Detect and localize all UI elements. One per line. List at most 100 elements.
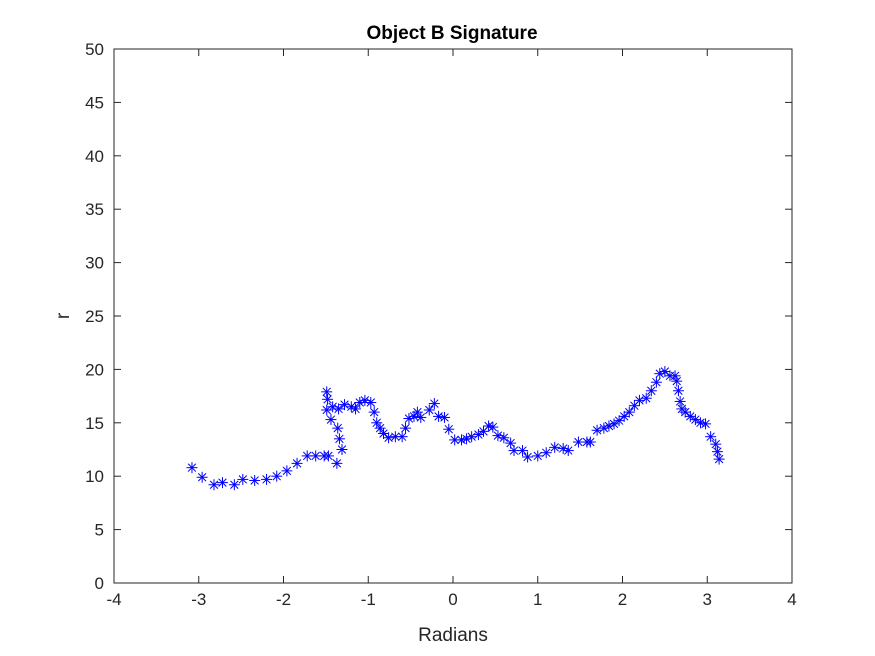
y-tick-label: 5 [95, 521, 104, 540]
data-point [331, 457, 343, 469]
data-point [228, 479, 240, 491]
data-point [383, 432, 395, 444]
y-tick-label: 50 [85, 40, 104, 59]
data-point [659, 366, 671, 378]
data-point [618, 410, 630, 422]
data-point [466, 431, 478, 443]
y-tick-label: 45 [85, 93, 104, 112]
data-point [261, 473, 273, 485]
data-point [562, 445, 574, 457]
data-point [679, 406, 691, 418]
data-point [354, 397, 366, 409]
chart-title: Object B Signature [366, 23, 537, 44]
x-tick-label: 1 [533, 590, 542, 609]
data-point [321, 404, 333, 416]
data-point [321, 386, 333, 398]
data-point [396, 431, 408, 443]
data-point [613, 415, 625, 427]
y-tick-label: 25 [85, 307, 104, 326]
data-point [400, 422, 412, 434]
x-tick-label: 2 [618, 590, 627, 609]
y-tick-label: 10 [85, 467, 104, 486]
data-point [333, 433, 345, 445]
data-point [710, 438, 722, 450]
data-point [411, 406, 423, 418]
data-point [623, 406, 635, 418]
x-tick-label: 3 [703, 590, 712, 609]
data-point [389, 431, 401, 443]
data-point [237, 473, 249, 485]
x-tick-label: -4 [106, 590, 121, 609]
data-point [333, 403, 345, 415]
data-point [249, 474, 261, 486]
y-tick-label: 35 [85, 200, 104, 219]
data-point [291, 457, 303, 469]
data-point [350, 403, 362, 415]
data-point [365, 397, 377, 409]
x-tick-label: 4 [787, 590, 796, 609]
y-tick-label: 40 [85, 147, 104, 166]
data-point [216, 477, 228, 489]
x-axis-label: Radians [418, 625, 488, 646]
data-point [487, 421, 499, 433]
data-point [455, 434, 467, 446]
data-point [403, 413, 415, 425]
data-point [671, 375, 683, 387]
plot-area: -4 -3 -2 -1 0 1 2 3 4 0 5 10 15 20 25 30 35 40 45 50 [85, 40, 797, 609]
data-point [498, 432, 510, 444]
data-point [443, 423, 455, 435]
data-point [516, 445, 528, 457]
data-point [428, 398, 440, 410]
x-tick-label: 0 [448, 590, 457, 609]
axes-box [113, 48, 793, 584]
data-point [640, 392, 652, 404]
y-tick-label: 0 [95, 574, 104, 593]
y-tick-label: 15 [85, 414, 104, 433]
data-point [549, 441, 561, 453]
x-tick-label: -1 [361, 590, 376, 609]
data-point [415, 411, 427, 423]
data-point [700, 418, 712, 430]
data-point [322, 393, 334, 405]
data-point [584, 436, 596, 448]
x-tick-label: -3 [191, 590, 206, 609]
y-axis-label: r [53, 312, 74, 319]
data-point [672, 385, 684, 397]
data-point [322, 450, 334, 462]
data-point [694, 417, 706, 429]
data-point [711, 446, 723, 458]
data-point [532, 450, 544, 462]
data-point [674, 395, 686, 407]
data-point [633, 394, 645, 406]
data-point [368, 406, 380, 418]
x-axis: -4 -3 -2 -1 0 1 2 3 4 [106, 49, 797, 609]
data-point [591, 424, 603, 436]
y-axis: 0 5 10 15 20 25 30 35 40 45 50 [85, 40, 792, 593]
data-point [608, 418, 620, 430]
data-point [281, 465, 293, 477]
data-point [339, 399, 351, 411]
data-point [483, 420, 495, 432]
data-point [492, 430, 504, 442]
data-point [271, 470, 283, 482]
data-point [196, 471, 208, 483]
data-point [325, 414, 337, 426]
data-point [336, 444, 348, 455]
data-point [332, 422, 344, 434]
data-point [650, 376, 662, 388]
data-point [713, 453, 725, 465]
data-point [705, 431, 717, 443]
data-series [186, 366, 725, 491]
x-tick-label: -2 [276, 590, 291, 609]
data-point [522, 451, 534, 463]
y-tick-label: 30 [85, 254, 104, 273]
data-point [208, 479, 220, 491]
data-point [378, 427, 390, 439]
data-point [645, 385, 657, 397]
data-point [439, 411, 451, 423]
data-point [540, 447, 552, 459]
data-point [186, 462, 198, 474]
y-tick-label: 20 [85, 360, 104, 379]
data-point [423, 404, 435, 416]
